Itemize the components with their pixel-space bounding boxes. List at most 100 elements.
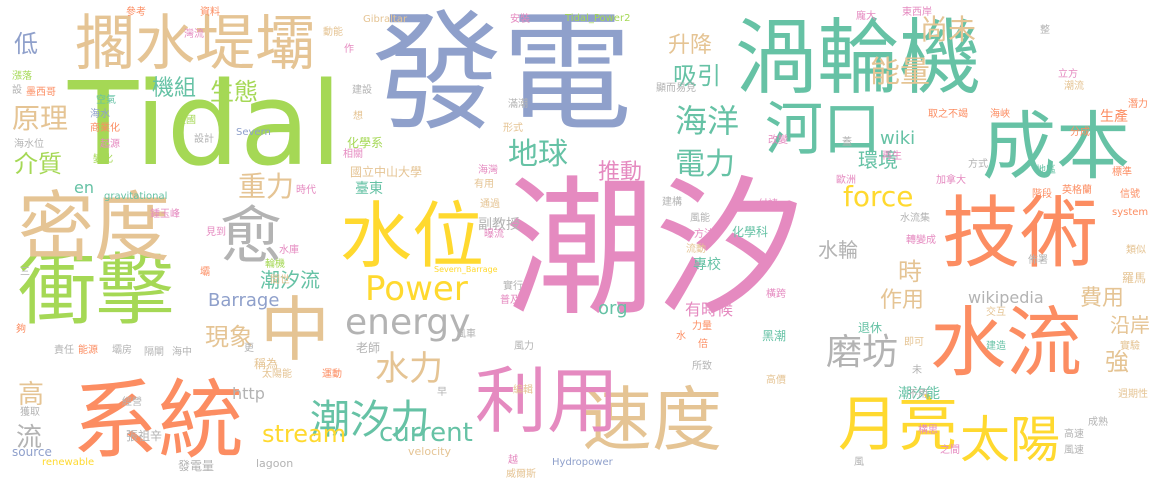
word-cloud-word: 早 — [437, 387, 447, 398]
word-cloud-word: Tidal — [68, 58, 343, 192]
word-cloud-word: 副教授 — [478, 217, 520, 233]
word-cloud-word: 安裝 — [510, 14, 530, 25]
word-cloud-word: 普及 — [500, 295, 520, 306]
word-cloud-word: 實行 — [503, 281, 523, 292]
word-cloud-word: renewable — [42, 457, 95, 468]
word-cloud-word: 專校 — [693, 257, 721, 273]
word-cloud-word: 介質 — [14, 150, 62, 178]
word-cloud-word: 沿岸 — [1110, 313, 1150, 337]
word-cloud-word: 衝擊 — [18, 246, 175, 336]
word-cloud-word: 起源 — [100, 139, 120, 150]
word-cloud-word: 海洋 — [675, 102, 740, 140]
word-cloud-word: 中 — [260, 289, 330, 371]
word-cloud-word: 風速 — [1064, 445, 1084, 456]
word-cloud-word: system — [1112, 207, 1149, 218]
word-cloud-word: Severn — [236, 127, 271, 138]
word-cloud-word: 能量 — [870, 55, 930, 90]
word-cloud-word: 間世 — [270, 275, 290, 286]
word-cloud-word: 改變 — [768, 135, 788, 146]
word-cloud-word: Tidal_Power2 — [565, 13, 631, 24]
word-cloud-word: org — [598, 298, 628, 319]
word-cloud-word: 愈 — [220, 199, 283, 272]
word-cloud-word: 渦輪機 — [735, 11, 982, 106]
word-cloud-word: 水庫 — [279, 245, 299, 256]
word-cloud-word: 水 — [676, 331, 686, 342]
word-cloud-word: wikipedia — [968, 288, 1044, 307]
word-cloud-word: 密度 — [18, 183, 170, 272]
word-cloud-word: Severn_Barrage — [434, 265, 498, 274]
word-cloud-word: 參考 — [126, 7, 146, 18]
word-cloud-word: 國立中山大學 — [350, 165, 423, 179]
word-cloud-word: 高價 — [766, 375, 786, 386]
word-cloud-word: 即可 — [904, 337, 924, 348]
word-cloud-word: 之間 — [940, 445, 960, 456]
word-cloud-word: 地區 — [1036, 165, 1056, 176]
word-cloud-word: 高速 — [1064, 429, 1084, 440]
word-cloud-word: 相關 — [343, 149, 363, 160]
word-cloud-word: 時代 — [296, 185, 316, 196]
word-cloud-word: 變化 — [93, 154, 113, 165]
word-cloud-word: 發電 — [372, 0, 633, 149]
word-cloud-word: 運動 — [322, 369, 342, 380]
word-cloud-word: 流 — [16, 423, 43, 453]
word-cloud-word: 風車 — [456, 329, 476, 340]
word-cloud-word: 原理 — [12, 102, 69, 135]
word-cloud-word: 力量 — [692, 321, 712, 332]
word-cloud-word: 墨西哥 — [26, 87, 56, 98]
word-cloud-word: 風能 — [690, 213, 710, 224]
word-cloud-word: 潮汐能 — [898, 386, 940, 402]
word-cloud-word: 風力 — [514, 341, 534, 352]
word-cloud-word: 潮汐力 — [310, 397, 430, 443]
word-cloud-word: 方法 — [694, 229, 714, 240]
word-cloud-word: 能源 — [78, 345, 98, 356]
word-cloud-word: 曝流 — [484, 229, 504, 240]
word-cloud-word: 成熟 — [1088, 417, 1108, 428]
word-cloud-word: 河口 — [765, 95, 882, 163]
word-cloud-word: 隔閘 — [144, 347, 164, 358]
word-cloud-word: 商業化 — [90, 123, 120, 134]
word-cloud-word: 強 — [1105, 348, 1129, 376]
word-cloud-word: 越 — [508, 455, 518, 466]
word-cloud-word: 信號 — [1120, 189, 1140, 200]
word-cloud-word: 夠 — [16, 324, 26, 335]
word-cloud-word: velocity — [408, 445, 451, 458]
word-cloud-word: 化學系 — [347, 136, 384, 150]
word-cloud-word: 水流 — [930, 298, 1082, 387]
word-cloud-word: force — [843, 180, 914, 213]
word-cloud-word: 機組 — [152, 76, 197, 101]
word-cloud-word: 立方 — [1058, 69, 1078, 80]
word-cloud-word: 付諸 — [758, 199, 778, 210]
word-cloud-word: 生態 — [210, 78, 258, 106]
word-cloud-word: 輪機 — [265, 259, 285, 270]
word-cloud-word: 交互 — [986, 307, 1006, 318]
word-cloud-word: 老師 — [356, 341, 381, 355]
word-cloud-word: 灣流 — [184, 29, 204, 40]
word-cloud-word: 化學科 — [732, 225, 769, 239]
word-cloud-word: Barrage — [208, 290, 280, 311]
word-cloud-word: 壩 — [200, 267, 210, 278]
word-cloud-word: 經營 — [122, 397, 142, 408]
word-cloud-word: 建設 — [352, 85, 372, 96]
word-cloud-word: 尚未 — [920, 13, 977, 46]
word-cloud-word: 吸引 — [673, 62, 721, 90]
word-cloud-word: 水力 — [375, 349, 443, 389]
word-cloud-word: 建構 — [662, 197, 682, 208]
word-cloud-word: 通過 — [480, 199, 500, 210]
word-cloud-word: 潮汐 — [505, 163, 806, 337]
word-cloud-word: 責任 — [54, 345, 74, 356]
word-cloud-word: 週期性 — [1118, 389, 1148, 400]
word-cloud-word: source — [12, 445, 52, 459]
word-cloud-word: 階段 — [1032, 189, 1052, 200]
word-cloud-word: 所致 — [692, 361, 712, 372]
word-cloud-word: 龐大 — [856, 11, 876, 22]
word-cloud-word: 作 — [344, 44, 354, 55]
word-cloud-word: 現象 — [205, 323, 253, 351]
word-cloud-word: 設計 — [194, 134, 214, 145]
word-cloud-word: 稱為 — [254, 357, 279, 371]
word-cloud-word: 構思 — [918, 425, 938, 436]
word-cloud-word: 生產 — [1100, 109, 1128, 125]
word-cloud-word: 方式 — [968, 159, 988, 170]
word-cloud-word: 漲落 — [12, 71, 32, 82]
word-cloud-word: 潮汐流 — [260, 268, 320, 292]
word-cloud-word: 太陽能 — [262, 369, 292, 380]
